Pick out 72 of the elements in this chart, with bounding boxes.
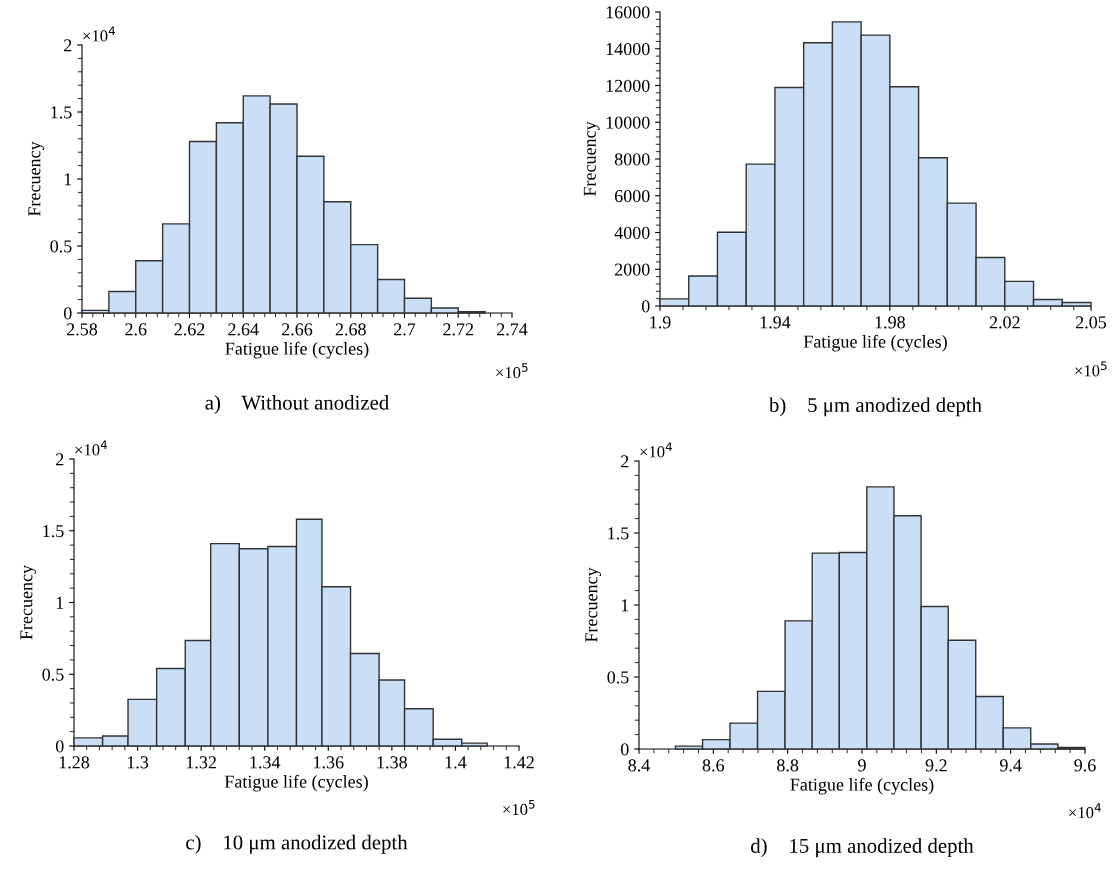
x-tick-label: 9.6 bbox=[1074, 759, 1096, 772]
y-tick-label: 1.5 bbox=[43, 525, 64, 538]
x-tick-label: 9.4 bbox=[999, 759, 1022, 772]
x-tick-label: 8.8 bbox=[777, 759, 799, 772]
text: b) 5 μm anodized depth bbox=[768, 397, 982, 417]
y-tick-label: 6000 bbox=[614, 190, 650, 203]
x-tick-label: 2.68 bbox=[335, 323, 366, 336]
x-tick-label: 1.98 bbox=[875, 316, 905, 329]
x-axis-title: Fatigue life (cycles) bbox=[790, 777, 934, 795]
x-tick-label: 2.74 bbox=[496, 323, 528, 336]
y-axis-title: Frecuency bbox=[583, 121, 600, 197]
y-tick-label: 1 bbox=[64, 173, 72, 186]
text: a) Without anodized bbox=[205, 395, 389, 414]
x-tick-label: 1.36 bbox=[314, 756, 344, 769]
y-tick-label: 10000 bbox=[606, 116, 650, 129]
text: ×10$^{5}$ bbox=[496, 363, 528, 379]
x-axis-title: Fatigue life (cycles) bbox=[225, 341, 369, 359]
y-tick-label: 0.5 bbox=[42, 668, 64, 681]
text: ×10$^{5}$ bbox=[503, 800, 535, 816]
text: ×10$^{4}$ bbox=[83, 26, 115, 42]
y-tick-label: 0.5 bbox=[50, 240, 72, 253]
x-tick-label: 8.6 bbox=[702, 759, 725, 772]
y-tick-label: 2000 bbox=[614, 263, 650, 276]
text: c) 10 μm anodized depth bbox=[186, 834, 408, 854]
y-axis-title: Frecuency bbox=[20, 564, 37, 640]
x-tick-label: 2.66 bbox=[281, 323, 313, 336]
text: ×10$^{4}$ bbox=[640, 442, 672, 458]
x-tick-label: 1.32 bbox=[186, 756, 216, 769]
x-tick-label: 9 bbox=[858, 759, 866, 772]
y-tick-label: 2 bbox=[621, 455, 629, 468]
text: ×10$^{4}$ bbox=[75, 440, 107, 456]
y-tick-label: 16000 bbox=[606, 6, 650, 19]
x-tick-label: 2.64 bbox=[228, 323, 259, 336]
y-tick-label: 0 bbox=[641, 300, 650, 313]
x-tick-label: 2.72 bbox=[443, 323, 474, 336]
y-tick-label: 1 bbox=[621, 599, 629, 612]
y-tick-label: 0 bbox=[620, 743, 629, 756]
y-tick-label: 0 bbox=[55, 740, 64, 753]
x-tick-label: 2.62 bbox=[174, 323, 205, 336]
y-tick-label: 1 bbox=[56, 596, 64, 609]
y-axis-title: Frecuency bbox=[28, 141, 45, 217]
x-tick-label: 1.28 bbox=[59, 756, 90, 769]
y-axis-title: Frecuency bbox=[585, 567, 602, 643]
x-tick-label: 8.4 bbox=[628, 759, 650, 772]
y-tick-label: 0.5 bbox=[607, 671, 629, 684]
text: ×10$^{5}$ bbox=[1075, 361, 1107, 377]
x-tick-label: 2.6 bbox=[125, 323, 147, 336]
y-tick-label: 8000 bbox=[614, 153, 650, 166]
y-tick-label: 2 bbox=[56, 453, 64, 466]
x-tick-label: 9.2 bbox=[925, 759, 947, 772]
x-tick-label: 1.9 bbox=[650, 316, 671, 329]
y-tick-label: 14000 bbox=[606, 43, 650, 56]
x-tick-label: 1.34 bbox=[250, 756, 281, 769]
text: d) 15 μm anodized depth bbox=[751, 838, 974, 858]
x-tick-label: 1.38 bbox=[377, 756, 407, 769]
x-tick-label: 1.94 bbox=[760, 316, 791, 329]
x-tick-label: 2.05 bbox=[1075, 316, 1107, 329]
y-tick-label: 4000 bbox=[614, 226, 650, 239]
x-tick-label: 2.7 bbox=[394, 323, 416, 336]
y-tick-label: 1.5 bbox=[608, 527, 629, 540]
x-tick-label: 1.42 bbox=[504, 756, 534, 769]
text: ×10$^{4}$ bbox=[1069, 803, 1101, 819]
x-tick-label: 2.02 bbox=[989, 316, 1020, 329]
x-axis-title: Fatigue life (cycles) bbox=[224, 774, 368, 792]
x-tick-label: 1.3 bbox=[127, 756, 149, 769]
x-tick-label: 2.58 bbox=[66, 323, 98, 336]
x-axis-title: Fatigue life (cycles) bbox=[803, 334, 947, 352]
y-tick-label: 12000 bbox=[606, 79, 650, 92]
x-tick-label: 1.4 bbox=[445, 756, 467, 769]
y-tick-label: 0 bbox=[63, 307, 72, 320]
y-tick-label: 1.5 bbox=[51, 106, 72, 119]
y-tick-label: 2 bbox=[64, 39, 72, 52]
